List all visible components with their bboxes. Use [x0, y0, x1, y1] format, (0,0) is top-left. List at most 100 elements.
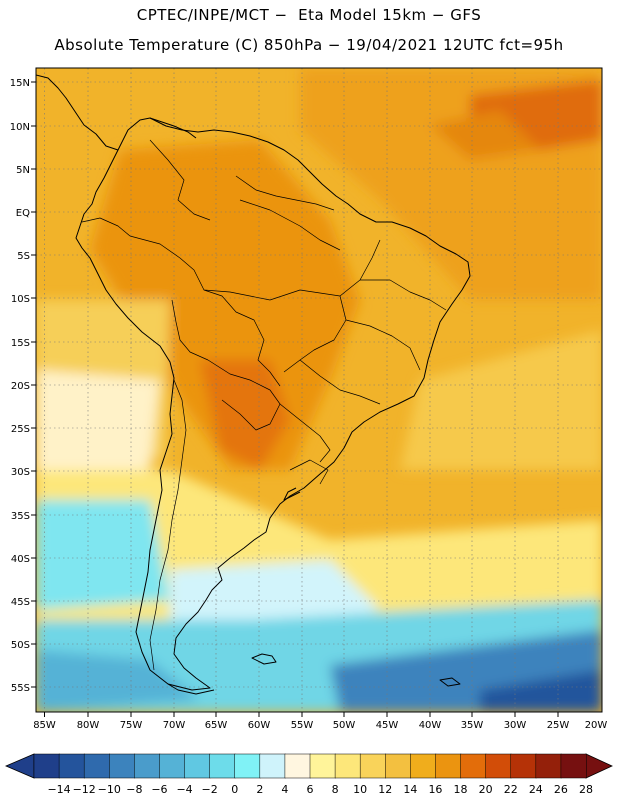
colorbar-segment	[184, 753, 211, 779]
lon-label: 60W	[248, 720, 271, 731]
lat-label: 10N	[10, 122, 30, 133]
lat-label: 25S	[11, 424, 30, 435]
lat-label: 20S	[11, 381, 30, 392]
colorbar-segment	[234, 753, 261, 779]
colorbar: −14 −12 −10 −8 −6 −4 −2 0 2 4 6 8 10 12 14 16 18 20 22 24 26…	[4, 753, 613, 796]
brazil-states-4	[345, 319, 421, 371]
colorbar-segment	[334, 753, 361, 779]
south-georgia	[439, 677, 461, 687]
colorbar-label: 4	[281, 783, 288, 796]
colorbar-label: 12	[378, 783, 392, 796]
colorbar-label: −2	[202, 783, 218, 796]
colorbar-min-arrow	[4, 753, 35, 779]
continental-warm-core	[90, 140, 360, 470]
border-ecuador-peru	[81, 217, 131, 237]
colorbar-segment	[33, 753, 60, 779]
lon-label: 45W	[376, 720, 399, 731]
colorbar-label: 24	[529, 783, 543, 796]
lat-label: 10S	[11, 294, 30, 305]
coastlines	[36, 74, 471, 695]
rio-de-la-plata	[283, 487, 301, 501]
temperature-field	[36, 68, 602, 712]
brazil-states-5	[299, 359, 381, 405]
border-colombia-venezuela	[149, 139, 211, 221]
lat-label: 50S	[11, 640, 30, 651]
lon-label: 35W	[461, 720, 484, 731]
lon-label: 30W	[504, 720, 527, 731]
mid-atlantic-field	[400, 330, 602, 470]
pacific-pale-field	[36, 370, 160, 470]
colorbar-segment	[159, 753, 186, 779]
colorbar-label: 10	[353, 783, 367, 796]
lon-label: 75W	[120, 720, 143, 731]
colorbar-label: 0	[231, 783, 238, 796]
colorbar-segment	[385, 753, 412, 779]
drake-cold-field	[36, 650, 200, 712]
lat-label: 15S	[11, 338, 30, 349]
colorbar-segment	[284, 753, 311, 779]
lon-label: 80W	[77, 720, 100, 731]
colorbar-segment	[259, 753, 286, 779]
coldest-field	[480, 670, 602, 712]
lat-label: 5S	[17, 251, 30, 262]
colorbar-segment	[410, 753, 437, 779]
colorbar-label: 26	[554, 783, 568, 796]
colorbar-segment	[109, 753, 136, 779]
colorbar-segment	[359, 753, 387, 779]
colorbar-segment	[460, 753, 487, 779]
colorbar-label: 8	[332, 783, 339, 796]
brazil-states-6	[239, 199, 341, 251]
lat-label: 45S	[11, 597, 30, 608]
colorbar-segment	[560, 753, 587, 779]
hot-band-edge	[430, 110, 540, 160]
lat-label: 40S	[11, 554, 30, 565]
colorbar-label: −12	[73, 783, 96, 796]
chile-cold-field	[36, 500, 170, 610]
colorbar-label: 18	[454, 783, 468, 796]
longitude-labels: 85W 80W 75W 70W 65W 60W 55W 50W 45W 40W …	[33, 720, 607, 731]
lon-label: 65W	[205, 720, 228, 731]
lon-label: 70W	[163, 720, 186, 731]
colorbar-max-arrow	[585, 753, 613, 779]
colorbar-label: 14	[403, 783, 417, 796]
colorbar-segment	[209, 753, 236, 779]
colorbar-label: 6	[307, 783, 314, 796]
colorbar-segment	[134, 753, 161, 779]
latitude-labels: 15N 10N 5N EQ 5S 10S 15S 20S 25S 30S 35S…	[10, 78, 30, 694]
border-uruguay	[289, 459, 329, 485]
lon-label: 55W	[291, 720, 314, 731]
colorbar-label: 2	[256, 783, 263, 796]
colorbar-label: −8	[126, 783, 142, 796]
colorbar-segment	[510, 753, 537, 779]
lat-label: EQ	[16, 208, 30, 219]
tierra-del-fuego	[167, 683, 215, 695]
map-title-line-2: Absolute Temperature (C) 850hPa − 19/04/…	[54, 36, 564, 54]
colorbar-label: 16	[428, 783, 442, 796]
brazil-states-3	[360, 279, 447, 311]
guianas	[235, 175, 335, 211]
central-america-coast	[36, 74, 197, 151]
colorbar-segments	[33, 753, 587, 779]
border-bolivia-brazil	[203, 289, 281, 387]
tick-marks	[31, 81, 559, 717]
colorbar-labels: −14 −12 −10 −8 −6 −4 −2 0 2 4 6 8 10 12 14 16 18 20 22 24 26…	[47, 783, 593, 796]
border-argentina-brazil	[279, 403, 331, 463]
lat-label: 5N	[16, 165, 30, 176]
lon-label: 20W	[585, 720, 608, 731]
lon-label: 40W	[419, 720, 442, 731]
colorbar-label: −4	[176, 783, 192, 796]
lat-label: 30S	[11, 467, 30, 478]
border-chile-argentina	[149, 379, 187, 671]
colorbar-segment	[435, 753, 462, 779]
graticule	[36, 68, 602, 712]
colorbar-label: 20	[479, 783, 493, 796]
lon-label: 85W	[33, 720, 56, 731]
lat-label: 15N	[10, 78, 30, 89]
falklands	[251, 653, 277, 665]
lat-label: 55S	[11, 683, 30, 694]
colorbar-segment	[83, 753, 111, 779]
border-peru-bolivia	[171, 299, 209, 361]
colorbar-segment	[485, 753, 512, 779]
lon-label: 50W	[333, 720, 356, 731]
colorbar-segment	[58, 753, 85, 779]
